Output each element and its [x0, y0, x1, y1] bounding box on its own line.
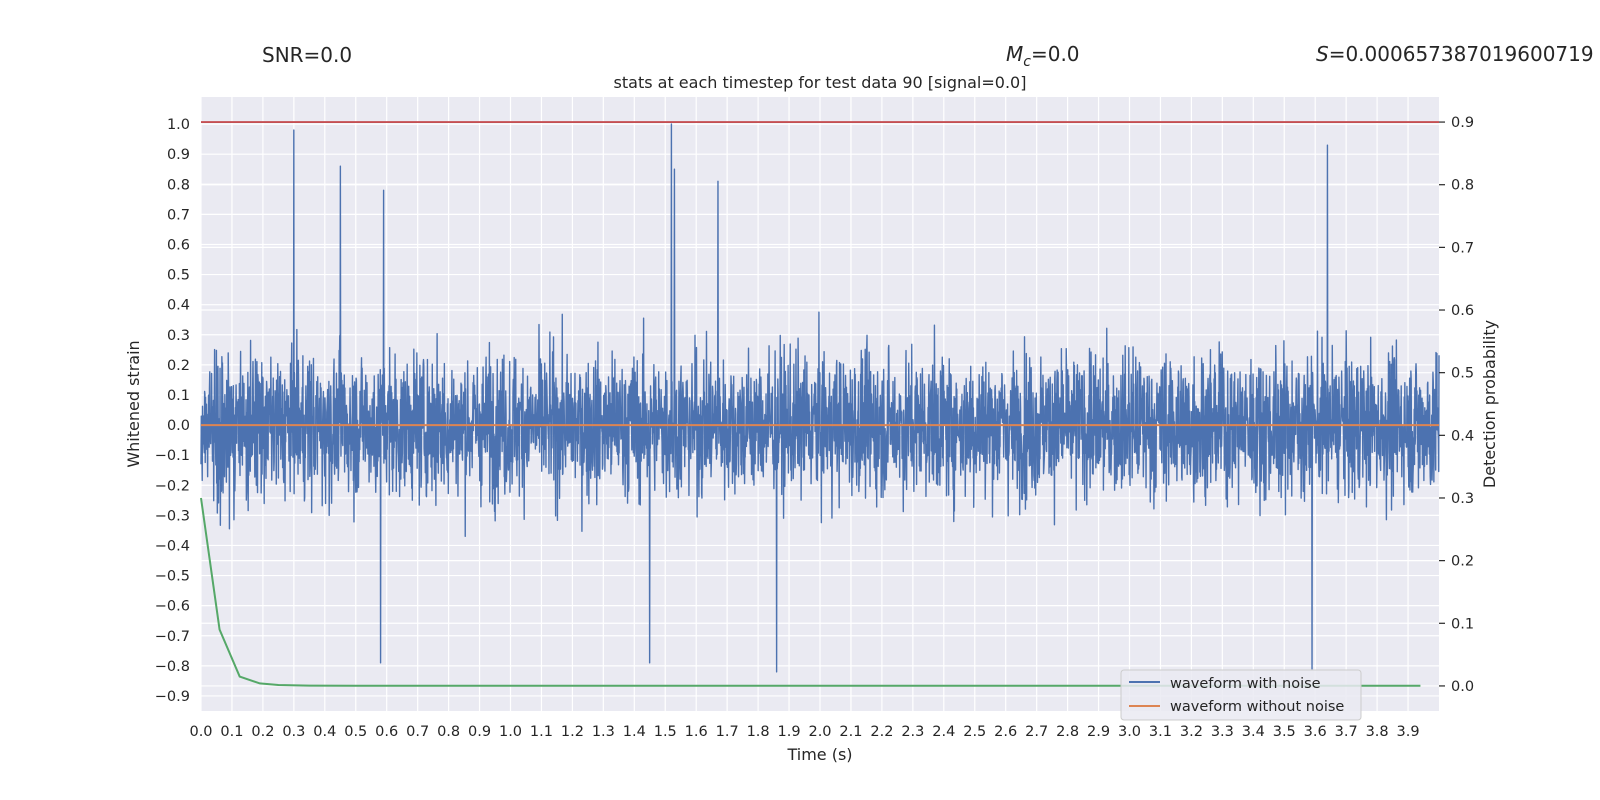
y-tick-label: 0.8 [167, 177, 190, 193]
chirp-mass-label: Mc=0.0 [1006, 42, 1080, 70]
x-tick-label: 3.4 [1242, 724, 1265, 740]
y-tick-label: 0.2 [167, 358, 190, 374]
s-stat-label: S=0.000657387019600719 [1316, 42, 1594, 66]
x-tick-label: 2.4 [932, 724, 955, 740]
y-tick-label: 0.3 [167, 328, 190, 344]
y2-tick-label: 0.1 [1451, 616, 1474, 632]
y2-tick-label: 0.7 [1451, 240, 1474, 256]
x-tick-label: 3.2 [1180, 724, 1203, 740]
legend-label-clean: waveform without noise [1170, 699, 1344, 715]
series-detection-probability [200, 497, 1421, 687]
x-tick-label: 1.6 [685, 724, 708, 740]
x-tick-label: 0.4 [313, 724, 336, 740]
x-tick-label: 1.9 [778, 724, 801, 740]
x-tick-label: 0.1 [220, 724, 243, 740]
y-tick-label: −0.2 [155, 478, 190, 494]
x-tick-label: 2.6 [994, 724, 1017, 740]
x-tick-label: 0.0 [189, 724, 212, 740]
x-tick-label: 2.0 [808, 724, 831, 740]
y2-tick-label: 0.8 [1451, 178, 1474, 194]
y-tick-label: 0.9 [167, 147, 190, 163]
y-tick-label: 0.0 [167, 418, 190, 434]
x-tick-label: 0.9 [468, 724, 491, 740]
y-tick-label: 0.1 [167, 388, 190, 404]
y-tick-label: 1.0 [167, 117, 190, 133]
x-tick-label: 1.4 [623, 724, 646, 740]
x-tick-label: 1.3 [592, 724, 615, 740]
x-tick-label: 2.1 [839, 724, 862, 740]
y2-tick-label: 0.4 [1451, 428, 1474, 444]
y-tick-label: −0.7 [155, 629, 190, 645]
x-tick-label: 3.6 [1304, 724, 1327, 740]
x-tick-label: 3.0 [1118, 724, 1141, 740]
legend: waveform with noise waveform without noi… [1120, 669, 1362, 721]
x-tick-label: 0.6 [375, 724, 398, 740]
x-tick-label: 0.5 [344, 724, 367, 740]
x-tick-label: 1.0 [499, 724, 522, 740]
x-tick-label: 3.9 [1397, 724, 1420, 740]
x-tick-label: 2.7 [1025, 724, 1048, 740]
x-tick-label: 1.2 [561, 724, 584, 740]
x-tick-label: 2.8 [1056, 724, 1079, 740]
x-tick-label: 2.3 [901, 724, 924, 740]
legend-label-noise: waveform with noise [1170, 676, 1321, 692]
x-axis-ticks: 0.0 0.1 0.2 0.3 0.4 0.5 0.6 0.7 0.8 0.9 1.0 1.1 1.2 1… [189, 724, 1419, 740]
y-tick-label: 0.6 [167, 237, 190, 253]
legend-box [1120, 669, 1362, 721]
y-tick-label: 0.4 [167, 298, 190, 314]
y2-tick-label: 0.0 [1451, 679, 1474, 695]
y-tick-label: −0.8 [155, 659, 190, 675]
x-tick-label: 0.7 [406, 724, 429, 740]
y2-tick-label: 0.2 [1451, 554, 1474, 570]
snr-label: SNR=0.0 [262, 43, 352, 67]
x-tick-label: 2.5 [963, 724, 986, 740]
y-tick-label: −0.5 [155, 569, 190, 585]
y2-tick-label: 0.3 [1451, 491, 1474, 507]
x-tick-label: 1.8 [747, 724, 770, 740]
x-tick-label: 3.1 [1149, 724, 1172, 740]
x-axis-label: Time (s) [786, 745, 852, 764]
y2-tick-label: 0.5 [1451, 366, 1474, 382]
y2-axis-label: Detection probability [1480, 320, 1499, 488]
y2-axis-ticks: 0.9 0.8 0.7 0.6 0.5 0.4 0.3 0.2 0.1 0.0 [1439, 115, 1474, 695]
y-tick-label: 0.5 [167, 268, 190, 284]
x-tick-label: 2.9 [1087, 724, 1110, 740]
y2-tick-label: 0.9 [1451, 115, 1474, 131]
y-tick-label: −0.3 [155, 508, 190, 524]
x-tick-label: 0.3 [282, 724, 305, 740]
x-tick-label: 1.7 [716, 724, 739, 740]
x-tick-label: 0.2 [251, 724, 274, 740]
plot-marks [200, 121, 1440, 687]
series-waveform-with-noise [200, 123, 1440, 673]
x-tick-label: 3.3 [1211, 724, 1234, 740]
x-tick-label: 1.1 [530, 724, 553, 740]
x-tick-label: 1.5 [654, 724, 677, 740]
chart-title: stats at each timestep for test data 90 … [614, 73, 1027, 92]
y-tick-label: −0.6 [155, 599, 190, 615]
x-tick-label: 3.8 [1366, 724, 1389, 740]
x-tick-label: 2.2 [870, 724, 893, 740]
y2-tick-label: 0.6 [1451, 303, 1474, 319]
y-axis-ticks: 1.0 0.9 0.8 0.7 0.6 0.5 0.4 0.3 0.2 0.1 0.0 −0.1 −0.… [155, 117, 190, 705]
y-tick-label: −0.4 [155, 538, 190, 554]
y-axis-label: Whitened strain [124, 340, 143, 467]
x-tick-label: 3.5 [1273, 724, 1296, 740]
y-tick-label: −0.9 [155, 689, 190, 705]
y-tick-label: 0.7 [167, 207, 190, 223]
x-tick-label: 3.7 [1335, 724, 1358, 740]
x-tick-label: 0.8 [437, 724, 460, 740]
y-tick-label: −0.1 [155, 448, 190, 464]
